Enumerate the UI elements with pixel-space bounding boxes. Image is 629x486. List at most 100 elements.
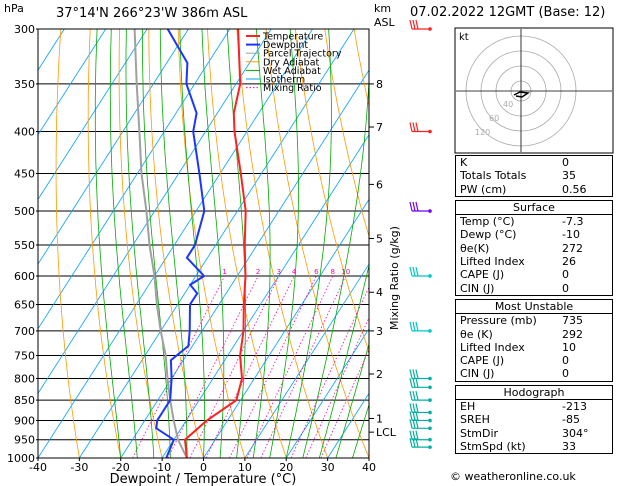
mixing-ratio-line xyxy=(290,286,369,458)
temperature-tick-label: 20 xyxy=(279,461,293,474)
altitude-tick-label: 1 xyxy=(376,412,383,425)
wet-adiabat-line xyxy=(352,403,369,458)
pressure-tick-label: 850 xyxy=(14,394,35,407)
surface-param-value: 26 xyxy=(562,255,576,269)
legend-label: Parcel Trajectory xyxy=(263,49,342,60)
isotherm-line xyxy=(38,29,107,136)
basic-index-label: Totals Totals xyxy=(460,169,527,183)
surface-table: Surface Temp (°C) -7.3 Dewp (°C) -10 θe(K) 27… xyxy=(455,199,613,296)
unstable-param-label: θe (K) xyxy=(460,327,493,341)
isotherm-line xyxy=(244,263,369,458)
wind-barb-feather xyxy=(415,321,419,332)
altitude-tick-label: 4 xyxy=(376,286,383,299)
wind-barb-feather xyxy=(412,321,416,332)
isotherm-line xyxy=(38,29,272,395)
dry-adiabat-line xyxy=(177,29,246,458)
hodograph-param-value: -85 xyxy=(562,413,580,427)
wind-barb-feather xyxy=(412,122,416,132)
hodograph-param-label: StmDir xyxy=(460,426,499,440)
dry-adiabat-line xyxy=(295,29,369,353)
wind-barb-point xyxy=(428,329,432,333)
wind-barb-feather xyxy=(415,430,419,440)
wind-barb-feather xyxy=(415,369,419,379)
wind-barb-point xyxy=(428,418,432,423)
hodograph-param-row: StmSpd (kt) 33 xyxy=(456,440,613,454)
unstable-param-row: CAPE (J) 0 xyxy=(456,354,613,367)
altitude-tick-label: 5 xyxy=(376,232,383,245)
pressure-tick-label: 900 xyxy=(14,414,35,427)
unstable-param-label: CAPE (J) xyxy=(460,354,505,368)
pressure-tick-label: 400 xyxy=(14,126,35,139)
dry-adiabat-line xyxy=(265,29,369,458)
wind-barb-feather xyxy=(415,201,419,212)
wet-adiabat-line xyxy=(285,29,332,458)
stats-panel: K 0 Totals Totals 35 PW (cm) 0.56 Surface Tem… xyxy=(455,155,613,457)
km-unit-label: km xyxy=(374,2,391,15)
wet-adiabat-line xyxy=(142,29,171,458)
mixing-ratio-label: 1 xyxy=(222,268,226,276)
basic-index-value: 35 xyxy=(562,169,576,183)
altitude-tick-label: 2 xyxy=(376,368,383,381)
unstable-param-label: CIN (J) xyxy=(460,367,495,381)
wind-barb-feather xyxy=(409,201,413,212)
wind-barb-point xyxy=(428,129,432,134)
wind-barb-feather xyxy=(409,266,413,277)
basic-index-value: 0.56 xyxy=(562,182,587,196)
wet-adiabat-line xyxy=(335,342,369,458)
unstable-param-row: Lifted Index 10 xyxy=(456,341,613,354)
dry-adiabat-line xyxy=(324,29,369,238)
hodograph-ring-label: 60 xyxy=(489,114,499,123)
mixing-ratio-line xyxy=(260,275,347,458)
wind-barb-feather xyxy=(409,390,413,401)
asl-unit-label: ASL xyxy=(374,16,396,29)
hodograph-param-row: SREH -85 xyxy=(456,413,613,426)
pressure-tick-label: 750 xyxy=(14,349,35,362)
parcel-trajectory-line xyxy=(133,29,188,458)
legend-label: Mixing Ratio xyxy=(263,83,322,94)
surface-param-value: 0 xyxy=(562,268,569,282)
wind-barb-feather xyxy=(409,378,413,388)
wind-barb-point xyxy=(428,426,432,431)
hodograph-title: Hodograph xyxy=(455,384,613,401)
most-unstable-title: Most Unstable xyxy=(455,298,613,315)
wind-barb-feather xyxy=(412,201,416,212)
wind-barb-feather xyxy=(409,419,413,429)
hodograph-unit-label: kt xyxy=(459,32,469,43)
hodograph-table: Hodograph EH -213 SREH -85 StmDir 304° StmSpd … xyxy=(455,384,613,455)
pressure-tick-label: 700 xyxy=(14,325,35,338)
hodograph-param-label: EH xyxy=(460,400,476,414)
mixing-ratio-line xyxy=(205,275,295,458)
hodograph-trace xyxy=(513,91,531,98)
temperature-tick-label: 0 xyxy=(200,461,207,474)
wind-barb-feather xyxy=(415,438,419,448)
dry-adiabat-line xyxy=(148,29,204,458)
wet-adiabat-line xyxy=(94,29,122,458)
unstable-param-value: 292 xyxy=(562,327,583,341)
wind-barb-feather xyxy=(409,438,413,448)
altitude-tick-label: 6 xyxy=(376,178,383,191)
dry-adiabat-line xyxy=(55,29,80,458)
mixing-ratio-label: 10 xyxy=(341,268,350,276)
temperature-tick-label: 10 xyxy=(238,461,252,474)
surface-param-value: -10 xyxy=(562,228,580,242)
altitude-tick-label: 3 xyxy=(376,325,383,338)
legend-label: Dewpoint xyxy=(263,40,308,51)
mixing-ratio-label: 6 xyxy=(314,268,319,276)
pressure-tick-label: 800 xyxy=(14,372,35,385)
mixing-ratio-line xyxy=(189,275,280,458)
unstable-param-value: 0 xyxy=(562,367,569,381)
wind-barb-feather xyxy=(412,378,416,388)
pressure-tick-label: 350 xyxy=(14,78,35,91)
x-axis-label: Dewpoint / Temperature (°C) xyxy=(110,472,297,486)
legend-label: Temperature xyxy=(262,32,323,43)
temperature-tick-label: -10 xyxy=(153,461,171,474)
hodograph-ring-label: 40 xyxy=(503,100,513,109)
location-label: 37°14'N 266°23'W 386m ASL xyxy=(56,6,248,21)
temperature-tick-label: -40 xyxy=(29,461,47,474)
surface-param-row: Temp (°C) -7.3 xyxy=(456,215,613,229)
pressure-tick-label: 450 xyxy=(14,167,35,180)
wind-barb-feather xyxy=(409,122,413,132)
wind-barb-feather xyxy=(412,369,416,379)
